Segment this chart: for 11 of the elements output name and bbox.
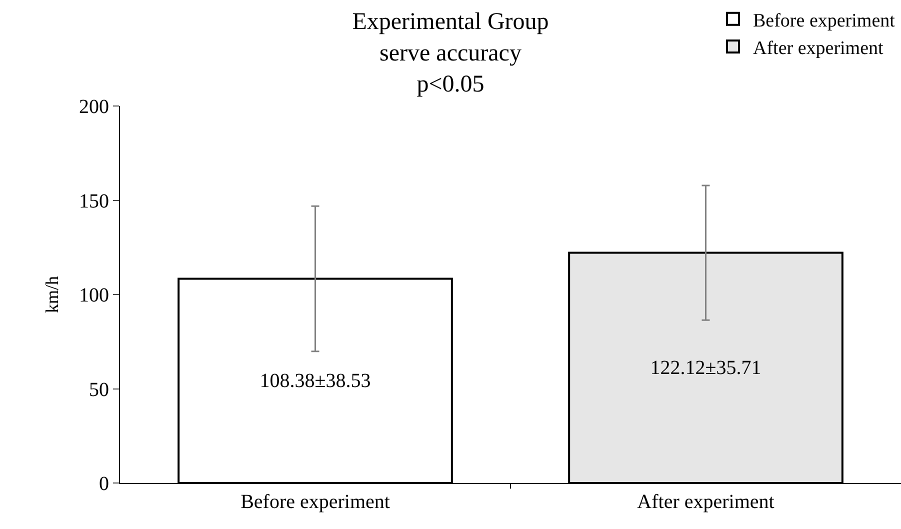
y-axis-title: km/h <box>42 276 62 314</box>
y-tick-label: 50 <box>89 378 109 401</box>
data-label: 122.12±35.71 <box>650 356 762 379</box>
y-tick-label: 150 <box>79 190 109 212</box>
y-tick-label: 0 <box>99 473 109 495</box>
data-label: 108.38±38.53 <box>260 370 371 392</box>
legend-label: After experiment <box>753 38 884 59</box>
y-tick-label: 200 <box>79 96 109 118</box>
chart-title: Experimental Group serve accuracy p<0.05 <box>352 9 549 98</box>
y-tick-label: 100 <box>79 284 109 306</box>
legend-label: Before experiment <box>753 10 896 32</box>
